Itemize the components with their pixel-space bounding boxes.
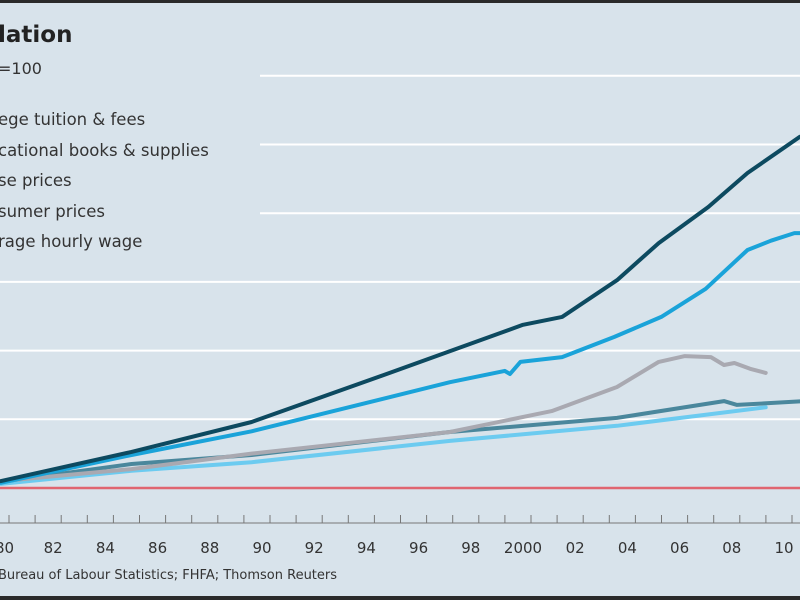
source-note: Bureau of Labour Statistics; FHFA; Thoms…	[0, 568, 338, 583]
series-line-3	[0, 399, 800, 484]
legend-item-tuition: ege tuition & fees	[0, 110, 146, 129]
x-tick-label: 08	[722, 539, 741, 557]
x-tick-label: 80	[0, 539, 14, 557]
x-tick-label: 86	[148, 539, 167, 557]
x-tick-label: 82	[44, 539, 63, 557]
x-tick-label: 94	[357, 539, 376, 557]
legend-item-house-prices: se prices	[0, 171, 72, 190]
legend: ege tuition & fees cational books & supp…	[0, 105, 209, 258]
x-tick-label: 96	[409, 539, 428, 557]
x-tick-label: 84	[96, 539, 115, 557]
chart-subtitle: =100	[0, 59, 42, 78]
x-tick-label: 88	[200, 539, 219, 557]
series-line-0	[0, 134, 800, 484]
series-line-1	[0, 231, 800, 485]
x-tick-label: 02	[566, 539, 585, 557]
x-tick-label: 90	[252, 539, 271, 557]
top-border	[0, 0, 800, 3]
x-tick-label: 92	[305, 539, 324, 557]
x-tick-label: 04	[618, 539, 637, 557]
bottom-border	[0, 596, 800, 600]
legend-item-consumer-prices: sumer prices	[0, 201, 105, 221]
x-tick-label: 2000	[504, 539, 542, 557]
legend-item-books: cational books & supplies	[0, 140, 209, 160]
series-line-2	[0, 354, 768, 484]
x-tick-label: 10	[774, 539, 793, 557]
x-tick-label: 98	[461, 539, 480, 557]
legend-item-hourly-wage: rage hourly wage	[0, 232, 143, 251]
chart-title: lation	[0, 22, 73, 48]
x-tick-label: 06	[670, 539, 689, 557]
